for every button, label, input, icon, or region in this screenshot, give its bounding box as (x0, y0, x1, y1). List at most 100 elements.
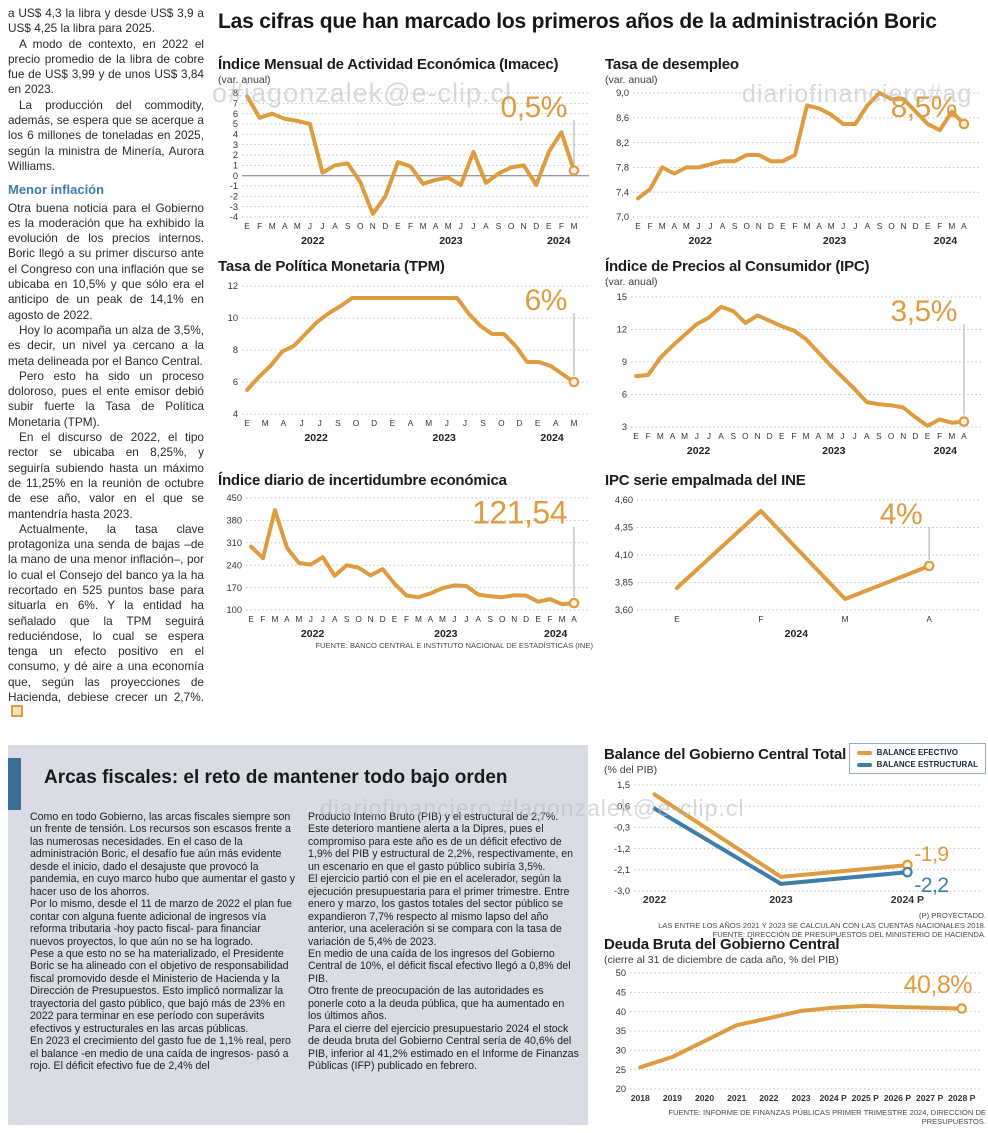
svg-text:D: D (913, 221, 919, 231)
svg-text:3: 3 (233, 140, 238, 150)
panel-paragraph: Para el cierre del ejercicio presupuesta… (308, 1022, 579, 1073)
svg-text:3: 3 (622, 422, 627, 432)
svg-text:7: 7 (233, 99, 238, 109)
svg-text:F: F (792, 221, 797, 231)
svg-text:E: E (633, 431, 639, 441)
svg-text:O: O (888, 431, 895, 441)
svg-text:A: A (553, 418, 559, 428)
svg-text:M: M (269, 221, 276, 231)
main-headline: Las cifras que han marcado los primeros … (218, 10, 937, 33)
svg-text:4,60: 4,60 (615, 495, 633, 505)
svg-text:N: N (901, 221, 907, 231)
svg-text:J: J (309, 614, 313, 624)
svg-text:8: 8 (233, 88, 238, 98)
svg-text:E: E (244, 418, 250, 428)
svg-text:A: A (332, 221, 338, 231)
svg-text:N: N (756, 221, 762, 231)
article-paragraph: Pero esto ha sido un proceso doloroso, p… (8, 368, 204, 429)
svg-text:-1,2: -1,2 (614, 844, 630, 854)
svg-text:8,5%: 8,5% (891, 91, 957, 124)
panel-paragraph: Producto Interno Bruto (PIB) y el estruc… (308, 811, 573, 873)
ipc-empalmada-line-chart: 4,60 4,35 4,10 3,85 3,60 E F M A 2024 4% (615, 495, 981, 640)
panel-column-left: Como en todo Gobierno, las arcas fiscale… (30, 811, 296, 1073)
svg-text:J: J (459, 221, 463, 231)
svg-text:D: D (912, 431, 918, 441)
svg-text:2023: 2023 (434, 628, 458, 640)
svg-text:A: A (671, 221, 677, 231)
svg-text:J: J (708, 221, 712, 231)
svg-text:A: A (961, 431, 967, 441)
svg-text:2: 2 (233, 150, 238, 160)
svg-text:M: M (295, 614, 302, 624)
article-paragraph: En el discurso de 2022, el tipo rector s… (8, 430, 204, 521)
svg-text:M: M (271, 614, 278, 624)
svg-text:M: M (559, 614, 566, 624)
svg-text:M: M (262, 418, 269, 428)
chart-title: Deuda Bruta del Gobierno Central (604, 936, 840, 953)
svg-text:A: A (476, 614, 482, 624)
svg-text:E: E (780, 221, 786, 231)
svg-text:12: 12 (228, 281, 238, 291)
article-paragraph: A modo de contexto, en 2022 el precio pr… (8, 36, 204, 97)
chart-title: IPC serie empalmada del INE (605, 472, 806, 489)
panel-accent-bar (8, 758, 21, 810)
article-paragraph: Actualmente, la tasa clave protagoniza u… (8, 522, 204, 721)
svg-text:J: J (840, 431, 844, 441)
svg-text:3,5%: 3,5% (891, 295, 957, 328)
svg-text:F: F (937, 221, 942, 231)
svg-text:F: F (260, 614, 265, 624)
panel-column-right: Producto Interno Bruto (PIB) y el estruc… (308, 811, 580, 1073)
svg-text:E: E (392, 614, 398, 624)
article-paragraph: Hoy lo acompaña un alza de 3,5%, es deci… (8, 322, 204, 368)
svg-text:J: J (707, 431, 711, 441)
svg-text:O: O (508, 221, 515, 231)
legend-label: BALANCE ESTRUCTURAL (876, 760, 978, 769)
svg-text:S: S (730, 431, 736, 441)
svg-text:2022: 2022 (301, 628, 325, 640)
svg-text:2022: 2022 (301, 235, 325, 247)
svg-text:S: S (496, 221, 502, 231)
svg-text:M: M (827, 431, 834, 441)
svg-text:2022: 2022 (687, 445, 711, 457)
svg-text:M: M (657, 431, 664, 441)
svg-text:J: J (308, 221, 312, 231)
svg-text:30: 30 (616, 1046, 626, 1056)
svg-text:A: A (284, 614, 290, 624)
svg-text:-3: -3 (230, 202, 238, 212)
svg-text:-2,1: -2,1 (614, 865, 630, 875)
svg-text:2024: 2024 (934, 445, 958, 457)
svg-text:A: A (408, 418, 414, 428)
svg-text:O: O (355, 614, 362, 624)
chart-title: Tasa de Política Monetaria (TPM) (218, 258, 445, 275)
svg-text:A: A (865, 221, 871, 231)
svg-text:A: A (433, 221, 439, 231)
svg-text:F: F (791, 431, 796, 441)
article-left-column: a US$ 4,3 la libra y desde US$ 3,9 a US$… (8, 6, 204, 740)
svg-text:2025 P: 2025 P (852, 1093, 880, 1103)
svg-text:E: E (244, 221, 250, 231)
svg-text:10: 10 (228, 313, 238, 323)
svg-text:25: 25 (616, 1065, 626, 1075)
svg-text:M: M (804, 221, 811, 231)
svg-text:E: E (535, 614, 541, 624)
svg-text:A: A (720, 221, 726, 231)
svg-text:A: A (282, 221, 288, 231)
svg-text:20: 20 (616, 1084, 626, 1094)
chart-balance: Balance del Gobierno Central Total (% de… (604, 743, 986, 940)
chart-note: LAS ENTRE LOS AÑOS 2021 Y 2023 SE CALCUL… (658, 920, 986, 930)
svg-text:F: F (548, 614, 553, 624)
chart-source: FUENTE: INFORME DE FINANZAS PÚBLICAS PRI… (668, 1108, 986, 1126)
svg-text:2018: 2018 (631, 1093, 650, 1103)
svg-text:2024 P: 2024 P (891, 894, 924, 906)
svg-text:2023: 2023 (769, 894, 793, 906)
svg-text:E: E (248, 614, 254, 624)
svg-text:O: O (888, 221, 895, 231)
chart-title: Índice de Precios al Consumidor (IPC) (605, 258, 870, 275)
svg-text:M: M (948, 431, 955, 441)
svg-text:5: 5 (233, 119, 238, 129)
svg-text:2022: 2022 (689, 235, 713, 247)
article-paragraph: a US$ 4,3 la libra y desde US$ 3,9 a US$… (8, 6, 204, 36)
